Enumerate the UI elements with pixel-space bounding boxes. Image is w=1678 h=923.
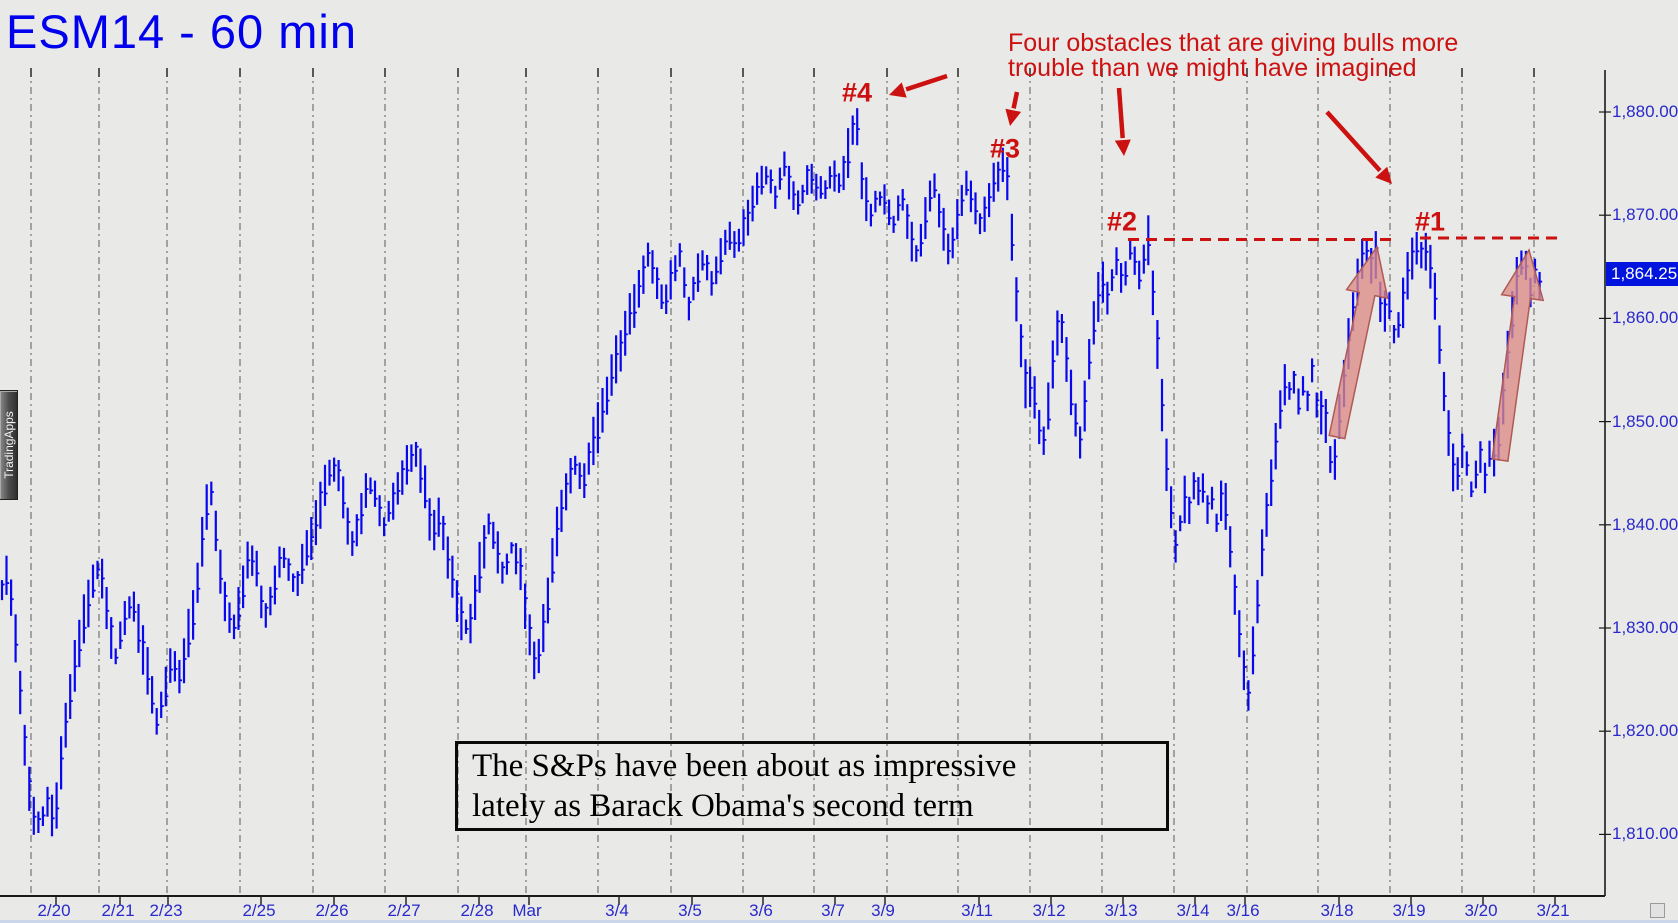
resize-grip[interactable] bbox=[1650, 903, 1665, 918]
date-axis-label: 2/28 bbox=[460, 901, 494, 920]
date-axis-label: 2/25 bbox=[242, 901, 276, 920]
commentary-box: The S&Ps have been about as impressive l… bbox=[455, 741, 1169, 831]
date-axis-label: 3/11 bbox=[961, 901, 993, 920]
obstacle-label-4: #4 bbox=[841, 77, 873, 108]
price-axis-label: 1,850.00 bbox=[1612, 411, 1678, 431]
date-axis-label: 3/9 bbox=[871, 901, 895, 920]
price-axis-label: 1,840.00 bbox=[1612, 514, 1678, 534]
date-axis-label: 3/12 bbox=[1032, 901, 1066, 920]
price-bars bbox=[0, 108, 1543, 837]
arrow-to-obstacle-3-head bbox=[1005, 108, 1022, 126]
last-price-tag: 1,864.25 bbox=[1606, 262, 1678, 286]
obstacle-label-2: #2 bbox=[1106, 206, 1138, 237]
arrow-to-obstacle-4-head bbox=[889, 82, 907, 98]
arrow-to-obstacle-3 bbox=[1011, 91, 1020, 109]
arrow-to-obstacle-1-head bbox=[1375, 166, 1392, 184]
price-axis-label: 1,860.00 bbox=[1612, 308, 1678, 328]
rally-arrow-320 bbox=[1491, 248, 1545, 462]
date-axis-label: 2/21 bbox=[101, 901, 135, 920]
symbol-title: ESM14 - 60 min bbox=[6, 5, 357, 58]
rally-arrow-318 bbox=[1328, 245, 1389, 440]
obstacle-label-3: #3 bbox=[989, 133, 1021, 164]
date-axis-label: Mar bbox=[512, 901, 542, 920]
commentary-line2: lately as Barack Obama's second term bbox=[472, 788, 974, 824]
date-axis-label: 3/20 bbox=[1464, 901, 1498, 920]
arrow-to-obstacle-1 bbox=[1325, 110, 1382, 173]
date-axis-label: 3/5 bbox=[678, 901, 702, 920]
tradingapps-side-tab-label: TradingApps bbox=[1, 411, 16, 479]
date-axis-label: 3/6 bbox=[749, 901, 773, 920]
price-axis-label: 1,830.00 bbox=[1612, 618, 1678, 637]
tradingapps-side-tab[interactable]: TradingApps bbox=[0, 390, 18, 500]
date-axis-label: 3/21 bbox=[1536, 901, 1570, 920]
commentary-line1: The S&Ps have been about as impressive bbox=[472, 748, 1017, 784]
window-bottom-edge bbox=[0, 920, 1678, 923]
date-axis-label: 2/26 bbox=[315, 901, 349, 920]
date-axis-label: 3/7 bbox=[821, 901, 845, 920]
price-axis-label: 1,820.00 bbox=[1612, 721, 1678, 741]
date-axis-label: 3/4 bbox=[605, 901, 629, 920]
date-axis-label: 3/16 bbox=[1226, 901, 1260, 920]
price-axis-label: 1,880.00 bbox=[1612, 102, 1678, 121]
date-axis-label: 2/23 bbox=[149, 901, 183, 920]
annotation-note-line1: Four obstacles that are giving bulls mor… bbox=[1008, 29, 1459, 57]
obstacle-label-1: #1 bbox=[1414, 206, 1446, 237]
date-axis-label: 2/20 bbox=[37, 901, 71, 920]
date-axis-label: 3/14 bbox=[1176, 901, 1210, 920]
arrow-to-obstacle-4 bbox=[905, 73, 948, 92]
date-axis-label: 3/13 bbox=[1104, 901, 1138, 920]
annotation-note-line2: trouble than we might have imagined bbox=[1008, 54, 1417, 82]
arrow-to-obstacle-2-head bbox=[1114, 139, 1131, 156]
arrow-to-obstacle-2 bbox=[1116, 87, 1125, 139]
price-axis-label: 1,870.00 bbox=[1612, 205, 1678, 225]
date-axis-label: 3/19 bbox=[1392, 901, 1426, 920]
date-axis-label: 2/27 bbox=[387, 901, 421, 920]
price-axis-label: 1,810.00 bbox=[1612, 824, 1678, 844]
date-axis-label: 3/18 bbox=[1320, 901, 1354, 920]
